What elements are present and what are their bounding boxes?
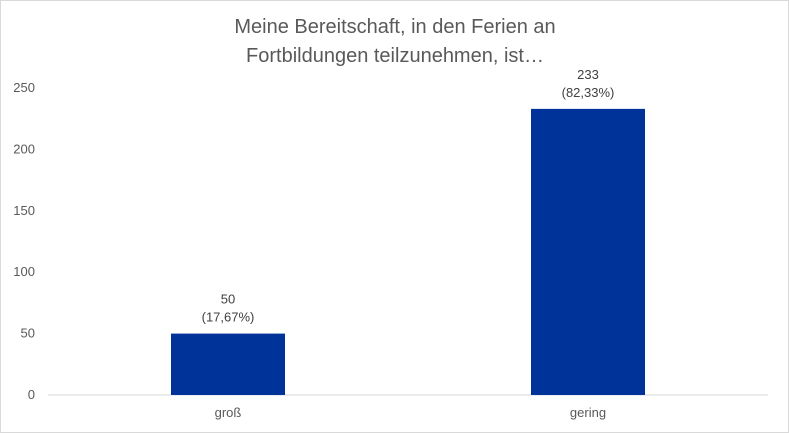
- chart-title-line-2: Fortbildungen teilzunehmen, ist…: [246, 45, 544, 67]
- y-tick-label: 100: [13, 264, 35, 279]
- bar-data-label: 233: [577, 67, 599, 82]
- y-tick-label: 250: [13, 80, 35, 95]
- y-axis: 0 50 100 150 200 250: [13, 80, 35, 402]
- bar-data-label: (17,67%): [202, 310, 255, 325]
- x-axis: groß gering: [215, 405, 606, 420]
- y-tick-label: 150: [13, 203, 35, 218]
- bar-2: [531, 108, 645, 395]
- x-tick-label: groß: [215, 405, 242, 420]
- bar-data-label: (82,33%): [562, 85, 615, 100]
- bar-series: 50 (17,67%) 233 (82,33%): [171, 67, 645, 395]
- y-tick-label: 0: [28, 387, 35, 402]
- bar-1: [171, 333, 285, 395]
- chart-title-line-1: Meine Bereitschaft, in den Ferien an: [234, 16, 555, 38]
- bar-data-label: 50: [221, 292, 235, 307]
- y-tick-label: 200: [13, 141, 35, 156]
- y-tick-label: 50: [21, 326, 35, 341]
- chart-title: Meine Bereitschaft, in den Ferien an For…: [234, 16, 555, 67]
- x-tick-label: gering: [570, 405, 606, 420]
